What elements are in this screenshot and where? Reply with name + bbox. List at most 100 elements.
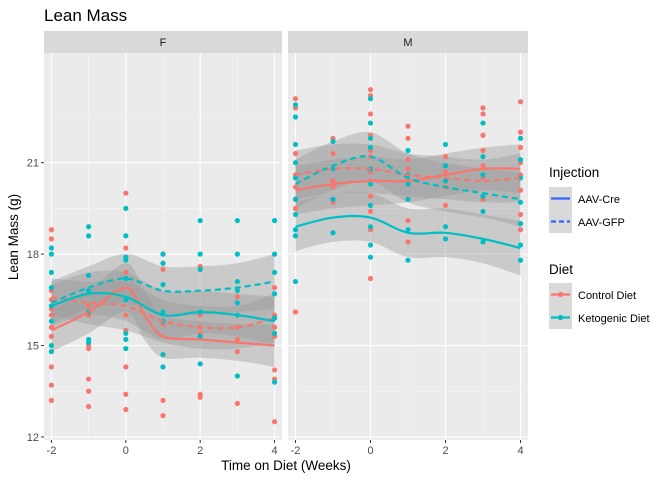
x-tick-label: 2: [197, 445, 203, 457]
data-point: [123, 312, 129, 318]
data-point: [234, 278, 240, 285]
data-point: [330, 166, 336, 172]
data-point: [367, 254, 374, 260]
data-point: [517, 135, 524, 141]
data-point: [271, 324, 278, 330]
data-point: [442, 236, 449, 242]
data-point: [234, 300, 240, 306]
y-axis-label: Lean Mass (g): [6, 194, 21, 280]
data-point: [367, 96, 374, 102]
legend-diet-title: Diet: [549, 262, 573, 277]
data-point: [367, 224, 374, 230]
data-point: [367, 242, 374, 248]
data-point: [160, 266, 166, 272]
data-point: [517, 242, 524, 248]
data-point: [197, 394, 203, 400]
data-point: [160, 309, 166, 315]
data-point: [330, 150, 336, 157]
data-point: [160, 352, 166, 358]
facet-label-f: F: [160, 37, 167, 49]
data-point: [234, 288, 240, 294]
data-point: [234, 400, 240, 407]
data-point: [405, 123, 411, 129]
data-point: [86, 339, 92, 346]
legend-label: Ketogenic Diet: [578, 313, 650, 325]
data-point: [442, 224, 449, 230]
data-point: [271, 419, 278, 425]
data-point: [292, 227, 299, 233]
data-point: [123, 257, 129, 263]
data-point: [292, 175, 299, 181]
data-point: [86, 403, 92, 410]
data-point: [480, 111, 486, 117]
data-point: [271, 379, 278, 385]
data-point: [86, 288, 92, 294]
data-point: [292, 96, 299, 102]
data-point: [271, 285, 278, 291]
data-point: [292, 184, 299, 190]
data-point: [197, 361, 203, 367]
data-point: [271, 330, 278, 336]
data-point: [330, 138, 336, 144]
data-point: [405, 157, 411, 163]
legend-point: [557, 314, 564, 321]
data-point: [292, 205, 299, 212]
confidence-band: [51, 270, 275, 346]
data-point: [197, 251, 203, 257]
data-point: [271, 251, 278, 257]
data-point: [442, 141, 449, 148]
data-point: [123, 364, 129, 370]
data-point: [367, 120, 374, 126]
trend-line: [295, 155, 521, 201]
data-point: [405, 196, 411, 202]
data-point: [480, 132, 486, 138]
data-point: [48, 382, 55, 388]
y-tick-label: 15: [27, 341, 39, 353]
data-point: [292, 211, 299, 218]
data-point: [48, 397, 55, 403]
data-point: [480, 147, 486, 154]
data-point: [442, 178, 449, 184]
data-point: [86, 224, 92, 230]
trend-line: [295, 214, 521, 250]
data-point: [405, 147, 411, 154]
data-point: [292, 233, 299, 239]
data-point: [442, 202, 449, 208]
legend-point: [557, 291, 564, 298]
trend-line: [51, 291, 275, 323]
data-point: [480, 105, 486, 111]
facet-panel-f: F -2 0 2 4 12 15 18 21: [27, 31, 282, 457]
x-axis-label: Time on Diet (Weeks): [221, 458, 351, 473]
data-point: [123, 406, 129, 413]
data-point: [123, 391, 129, 397]
x-tick-label: 4: [272, 445, 278, 457]
data-point: [123, 330, 129, 336]
data-point: [197, 266, 203, 272]
data-point: [367, 193, 374, 199]
data-point: [442, 169, 449, 175]
data-point: [234, 217, 240, 224]
data-point: [367, 208, 374, 215]
facet-panel-m: M -2 0 2 4: [288, 31, 528, 457]
data-point: [405, 181, 411, 187]
data-point: [517, 129, 524, 135]
trend-line: [295, 166, 521, 183]
trend-line: [50, 286, 275, 347]
x-tick-label: 0: [367, 445, 373, 457]
data-point: [234, 294, 240, 300]
data-point: [292, 150, 299, 157]
data-point: [234, 349, 240, 355]
data-point: [48, 318, 55, 324]
data-point: [86, 233, 92, 239]
data-point: [442, 154, 449, 160]
data-point: [86, 303, 92, 309]
data-point: [48, 349, 55, 355]
trend-line: [51, 295, 275, 330]
data-point: [48, 269, 55, 276]
data-point: [442, 163, 449, 169]
data-point: [48, 245, 55, 251]
data-point: [48, 342, 55, 349]
data-point: [517, 211, 524, 218]
legend-label: Control Diet: [578, 290, 636, 302]
data-point: [48, 364, 55, 370]
